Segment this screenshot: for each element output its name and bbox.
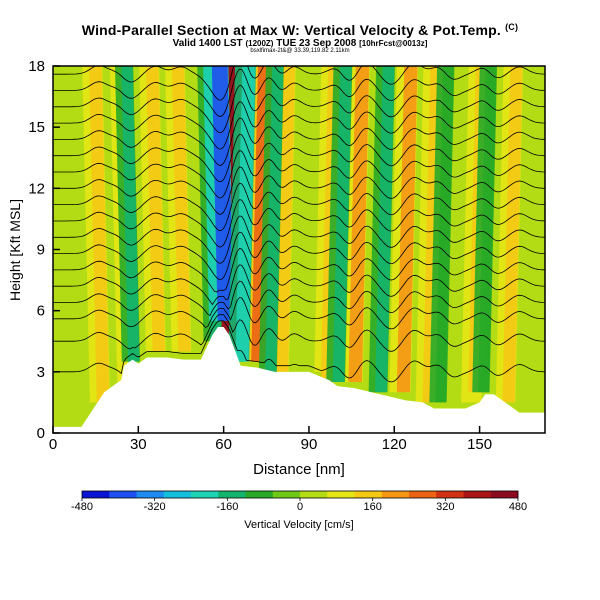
isentrope-contour (53, 166, 545, 215)
valid-prefix: Valid 1400 LST (172, 38, 243, 49)
valid-utc: (1200Z) (245, 39, 274, 48)
sub-line: bsxlfimax-2t&@ 33.39,119.82 2.11km (250, 48, 350, 54)
colorbar-tick-label: 0 (297, 501, 303, 513)
terrain (53, 326, 545, 433)
colorbar-swatch (82, 491, 110, 498)
updraft-band (396, 66, 418, 393)
colorbar: -480 -320 -160 0 160 320 480 (71, 490, 527, 513)
colorbar-swatch (490, 491, 519, 498)
y-tick-label: 12 (28, 180, 45, 197)
y-tick-label: 3 (37, 364, 45, 381)
isentrope-contour (53, 117, 545, 166)
isentrope-contour (53, 182, 545, 231)
valid-line: Valid 1400 LST (1200Z) TUE 23 Sep 2008 [… (0, 38, 600, 49)
colorbar-swatch (300, 491, 328, 498)
valid-forecast: [10hrFcst@0013z] (359, 39, 428, 48)
isentrope-contour (53, 264, 545, 306)
isentrope-contour (53, 248, 545, 293)
x-axis-label: Distance [nm] (253, 461, 345, 478)
colorbar-swatch (409, 491, 437, 498)
colorbar-swatch (327, 491, 355, 498)
x-tick-label: 60 (215, 436, 232, 453)
valid-date: TUE 23 Sep 2008 (276, 38, 357, 49)
x-tick-label: 90 (301, 436, 318, 453)
colorbar-tick-label: 160 (363, 501, 381, 513)
isentrope-contour (53, 199, 545, 248)
isentrope-contour (53, 66, 545, 101)
y-tick-label: 9 (37, 242, 45, 259)
y-tick-label: 15 (28, 119, 45, 136)
isentrope-contour (53, 150, 545, 199)
title-mark: (C) (505, 22, 519, 32)
colorbar-tick-label: -160 (216, 501, 238, 513)
isentrope-contour (53, 314, 545, 352)
isentrope-contour (53, 231, 545, 280)
plot-area (53, 66, 545, 433)
y-tick-label: 6 (37, 303, 45, 320)
y-tick-label: 0 (37, 425, 45, 442)
updraft-band (146, 66, 166, 352)
downdraft-band (435, 66, 454, 403)
title-main: Wind-Parallel Section at Max W: Vertical… (81, 22, 502, 38)
x-tick-label: 150 (467, 436, 492, 453)
colorbar-swatch (354, 491, 383, 498)
colorbar-swatch (109, 491, 137, 498)
colorbar-tick-label: -480 (71, 501, 93, 513)
axes: 0 30 60 90 120 150 0 3 6 9 12 15 18 (28, 58, 546, 453)
downdraft-band (121, 66, 140, 362)
x-tick-label: 120 (382, 436, 407, 453)
colorbar-label: Vertical Velocity [cm/s] (244, 519, 353, 531)
downdraft-band (235, 66, 256, 362)
x-tick-label: 30 (130, 436, 147, 453)
chart-title: Wind-Parallel Section at Max W: Vertical… (0, 22, 600, 38)
colorbar-swatch (136, 491, 165, 498)
colorbar-swatch (436, 491, 464, 498)
downdraft-band (265, 66, 284, 372)
isentrope-contour (53, 84, 545, 133)
colorbar-swatch (245, 491, 274, 498)
isentrope-contour (53, 320, 545, 383)
downdraft-band (375, 66, 395, 393)
colorbar-tick-label: 480 (509, 501, 527, 513)
colorbar-swatch (272, 491, 301, 498)
isentrope-contour (53, 133, 545, 182)
colorbar-swatch (463, 491, 492, 498)
colorbar-swatch (163, 491, 192, 498)
y-axis-label: Height [Kft MSL] (7, 199, 23, 301)
colorbar-tick-label: 320 (436, 501, 454, 513)
isentrope-contour (53, 101, 545, 150)
y-tick-label: 18 (28, 58, 45, 75)
colorbar-tick-label: -320 (144, 501, 166, 513)
x-tick-label: 0 (49, 436, 57, 453)
colorbar-swatch (218, 491, 246, 498)
isentrope-contour (53, 68, 545, 117)
colorbar-swatch (191, 491, 219, 498)
updraft-band (89, 66, 110, 403)
colorbar-swatch (381, 491, 410, 498)
downdraft-band (211, 66, 234, 321)
downdraft-band (478, 66, 497, 393)
isentrope-contour (53, 280, 545, 317)
isentrope-contour (53, 296, 545, 330)
updraft-band (348, 66, 370, 383)
isentrope-contour (53, 215, 545, 264)
